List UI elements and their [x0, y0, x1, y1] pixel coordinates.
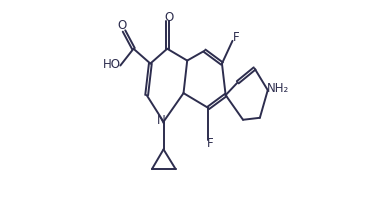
Text: O: O: [164, 11, 173, 23]
Text: NH₂: NH₂: [267, 82, 289, 95]
Text: HO: HO: [103, 58, 121, 71]
Text: O: O: [118, 19, 127, 32]
Text: F: F: [207, 137, 213, 150]
Text: F: F: [233, 31, 240, 44]
Text: N: N: [157, 114, 166, 127]
